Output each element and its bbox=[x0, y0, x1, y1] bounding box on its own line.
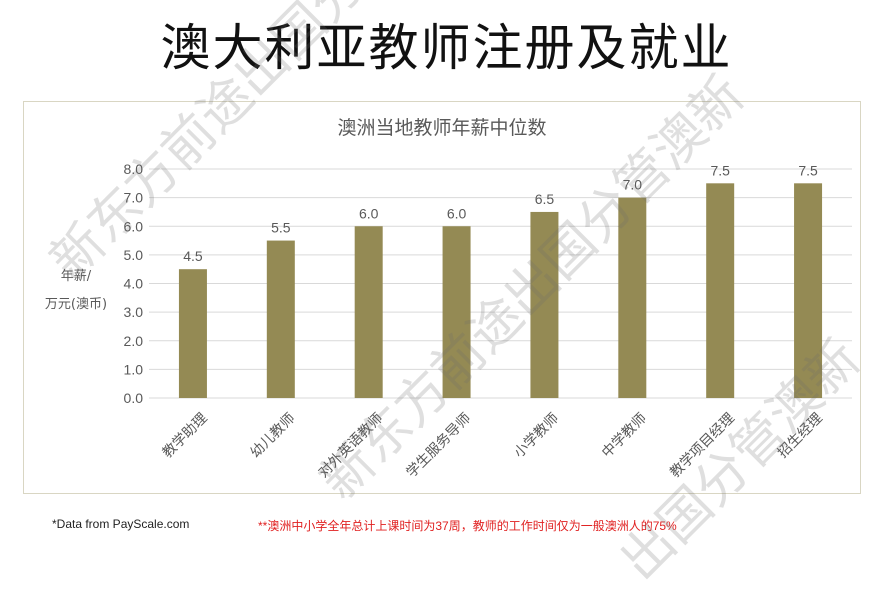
category-label: 对外英语教师 bbox=[315, 410, 386, 481]
bar bbox=[794, 183, 823, 398]
bar-chart: 澳洲当地教师年薪中位数 年薪/ 万元(澳币) 0.0 1.0 2.0 3.0 4.0 5.… bbox=[45, 117, 852, 481]
category-label: 小学教师 bbox=[511, 410, 562, 461]
bar bbox=[706, 183, 735, 398]
y-tick-label: 2.0 bbox=[124, 333, 144, 349]
source-footnote: *Data from PayScale.com bbox=[52, 517, 190, 531]
bar bbox=[266, 240, 295, 398]
category-label: 中学教师 bbox=[599, 410, 650, 461]
y-tick-label: 6.0 bbox=[124, 218, 144, 234]
y-tick-label: 0.0 bbox=[124, 390, 144, 406]
y-tick-label: 4.0 bbox=[124, 276, 144, 292]
data-label: 7.5 bbox=[710, 162, 730, 178]
y-tick-label: 8.0 bbox=[124, 161, 144, 177]
category-label: 学生服务导师 bbox=[403, 410, 474, 481]
y-axis-label-line-1: 年薪/ bbox=[61, 269, 92, 284]
y-axis-label-line-2: 万元(澳币) bbox=[45, 296, 107, 312]
bar bbox=[354, 226, 383, 398]
bar bbox=[618, 197, 647, 398]
data-label: 6.5 bbox=[535, 191, 555, 207]
bar bbox=[530, 211, 559, 398]
data-label: 6.0 bbox=[447, 205, 467, 221]
chart-title: 澳洲当地教师年薪中位数 bbox=[337, 117, 546, 139]
chart-frame: 澳洲当地教师年薪中位数 年薪/ 万元(澳币) 0.0 1.0 2.0 3.0 4.0 5.… bbox=[23, 101, 861, 494]
bar bbox=[178, 269, 207, 398]
data-label: 6.0 bbox=[359, 205, 379, 221]
teaching-time-note: **澳洲中小学全年总计上课时间为37周，教师的工作时间仅为一般澳洲人的75% bbox=[258, 519, 677, 533]
category-label: 招生经理 bbox=[775, 410, 826, 461]
data-label: 7.5 bbox=[798, 162, 818, 178]
category-label: 幼儿教师 bbox=[248, 410, 299, 461]
category-label: 教学助理 bbox=[160, 410, 211, 461]
data-label: 5.5 bbox=[271, 220, 291, 236]
y-tick-label: 3.0 bbox=[124, 304, 144, 320]
data-label: 4.5 bbox=[183, 248, 203, 264]
data-label: 7.0 bbox=[623, 177, 643, 193]
category-label: 教学项目经理 bbox=[667, 410, 738, 481]
slide-title: 澳大利亚教师注册及就业 bbox=[160, 19, 733, 77]
y-tick-label: 5.0 bbox=[124, 247, 144, 263]
y-tick-label: 1.0 bbox=[124, 361, 144, 377]
y-tick-label: 7.0 bbox=[124, 190, 144, 206]
bar bbox=[442, 226, 471, 398]
